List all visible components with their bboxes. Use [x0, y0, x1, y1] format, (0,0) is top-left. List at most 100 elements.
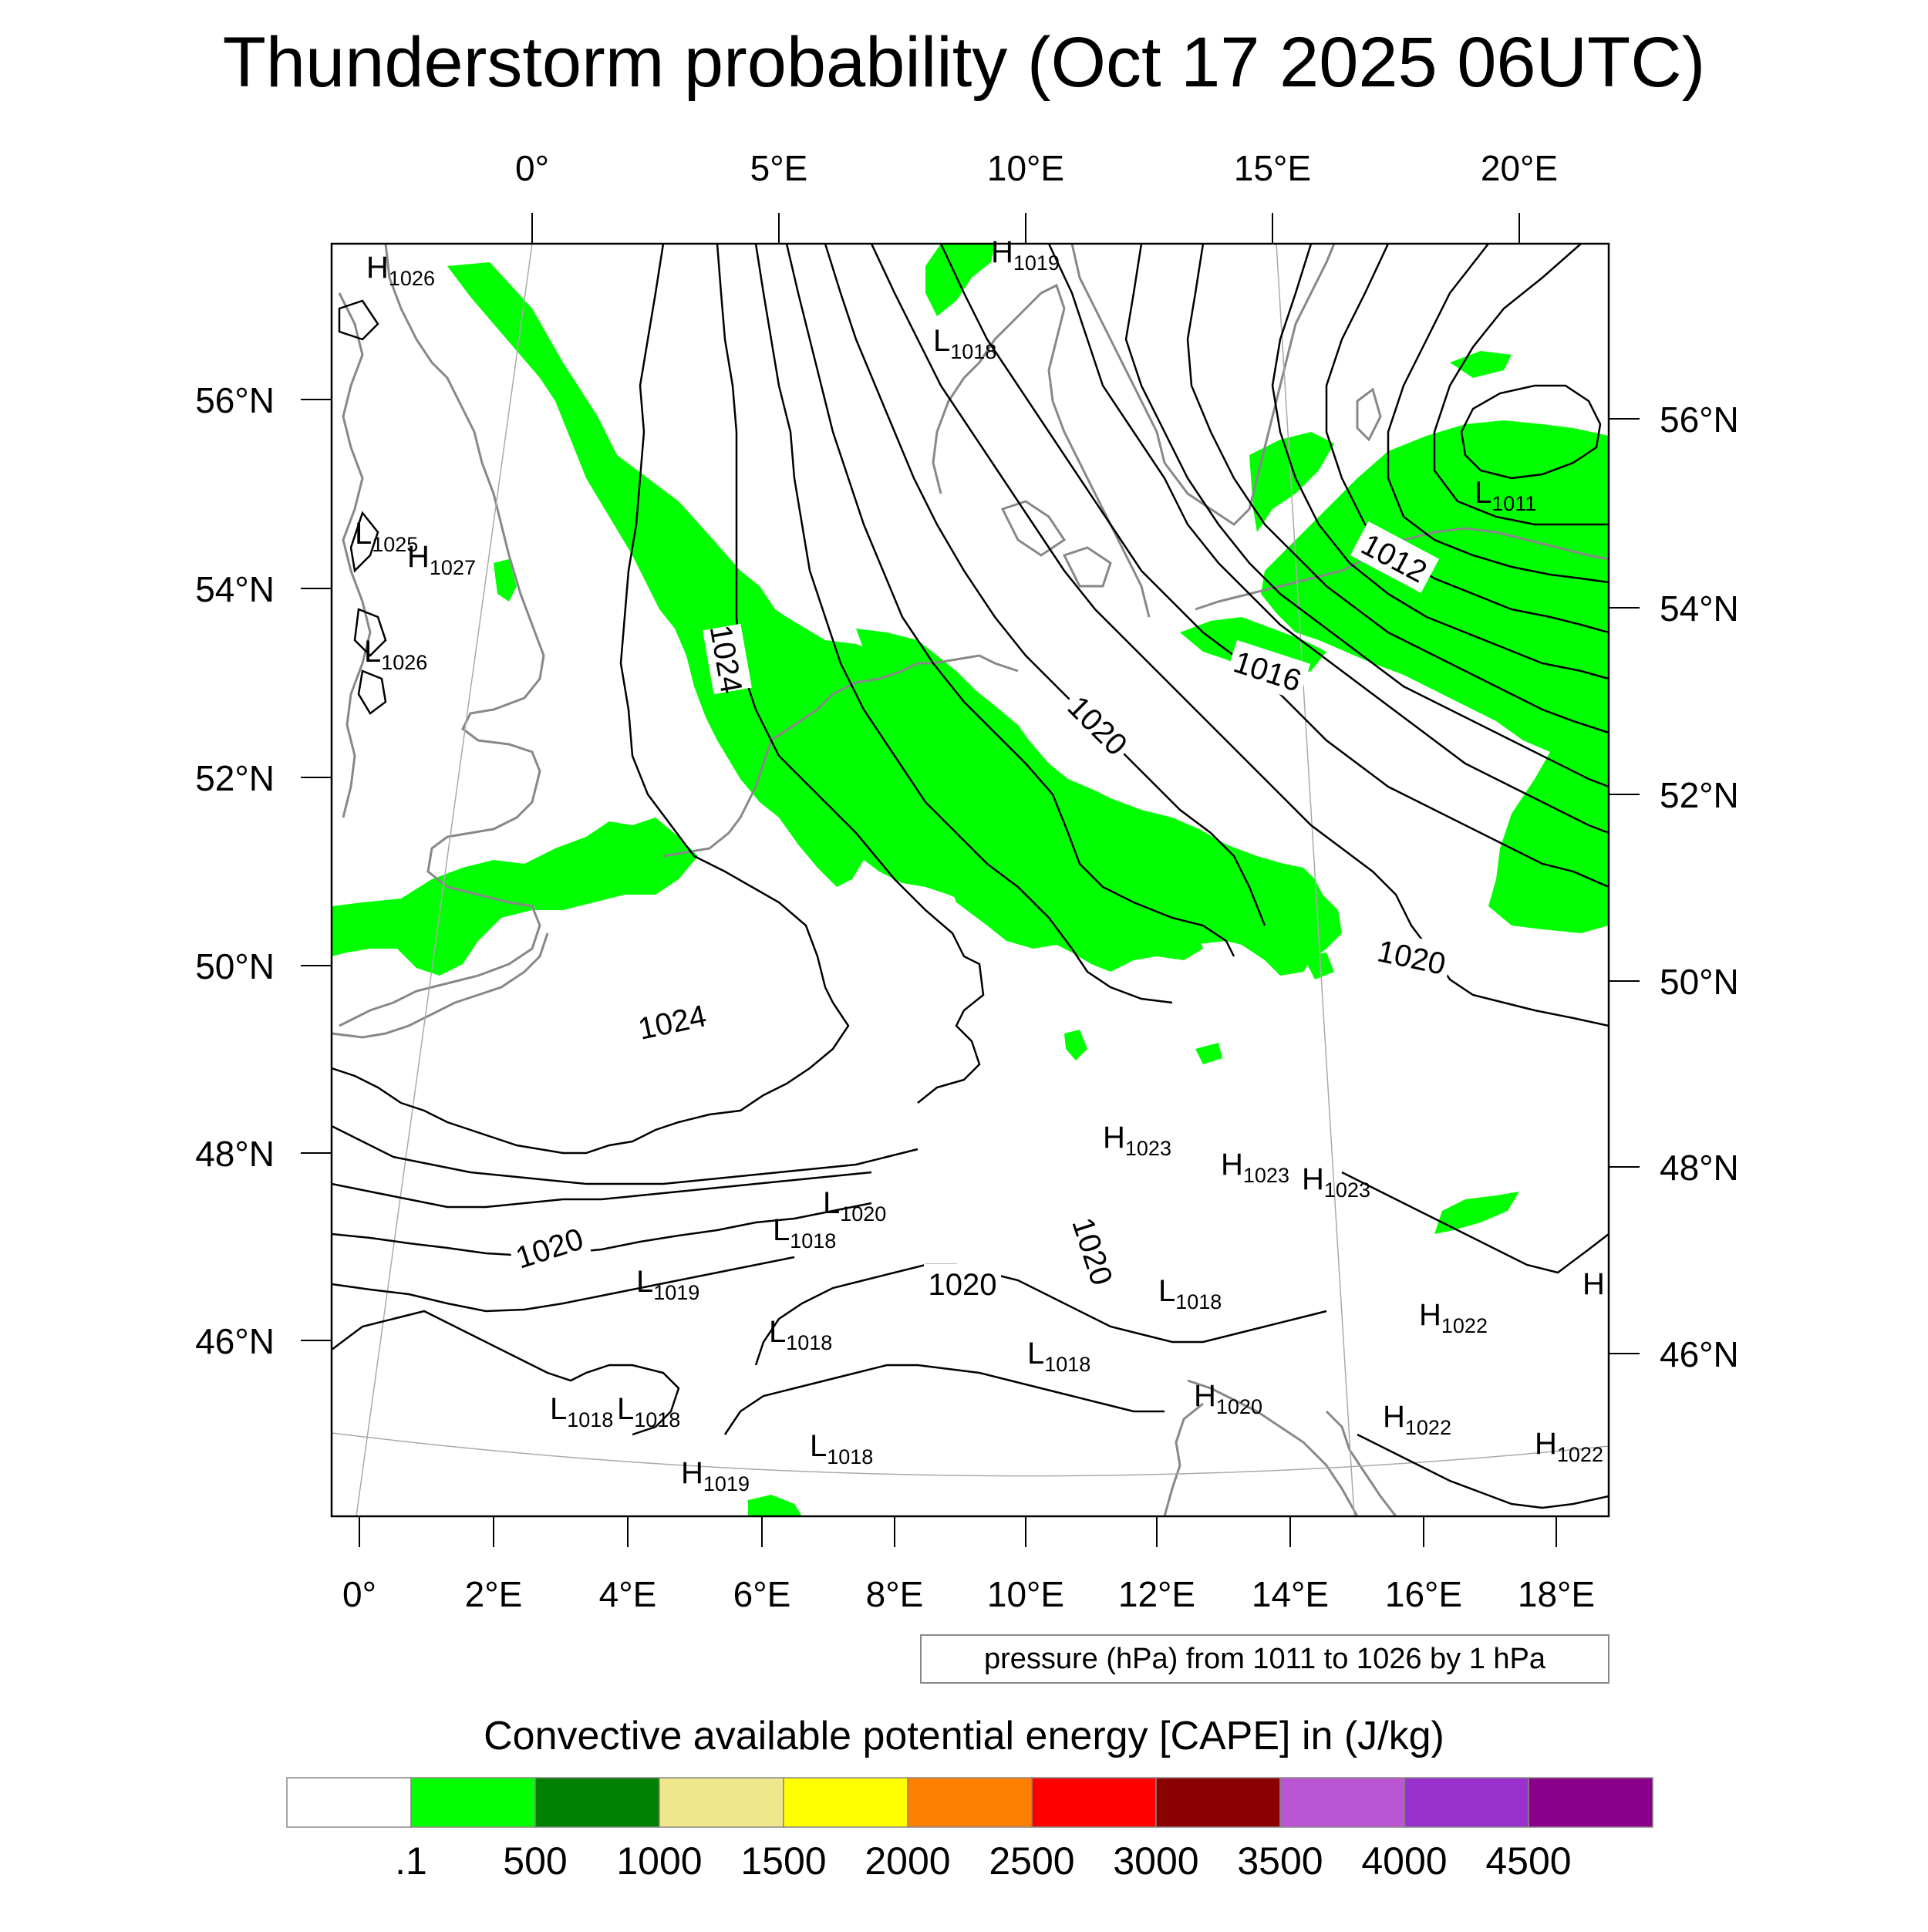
cape-area-belgium-germany	[856, 629, 1203, 972]
coast-italy	[1163, 1402, 1204, 1516]
tick-label: 50°N	[1660, 962, 1739, 1002]
pressure-center: L1018	[1027, 1337, 1090, 1376]
tick-label: 48°N	[1660, 1148, 1739, 1188]
isobar-1020	[870, 244, 1609, 1027]
isobar-south-east-2	[1357, 1433, 1609, 1509]
pressure-center: H1022	[1419, 1298, 1488, 1337]
right-lat-labels: 56°N 54°N 52°N 50°N 48°N 46°N	[1660, 400, 1739, 1374]
isobar-uk-low-2	[353, 608, 387, 657]
bottom-lon-labels: 0° 2°E 4°E 6°E 8°E 10°E 12°E 14°E 16°E 1…	[342, 1574, 1595, 1614]
legend-swatch	[286, 1777, 412, 1828]
legend-labels: .1 500 1000 1500 2000 2500 3000 3500 4000 4500	[395, 1839, 1571, 1883]
pressure-center: H1022	[1383, 1400, 1451, 1439]
isobar-1012	[1433, 244, 1609, 526]
legend-swatch	[534, 1777, 660, 1828]
legend-swatch	[410, 1777, 536, 1828]
isobar-1015	[1271, 244, 1609, 680]
pressure-center: H1020	[1194, 1379, 1262, 1418]
top-lon-labels: 0° 5°E 10°E 15°E 20°E	[515, 148, 1558, 188]
legend-label: 1000	[616, 1839, 702, 1883]
cape-area-sweden-patches	[1249, 432, 1334, 532]
isobar-labels: 1024 1024 1020 1016 1012 1020	[506, 521, 1454, 1303]
coast-poland-baltic	[1195, 527, 1609, 611]
coast-danish-isles	[1000, 500, 1112, 588]
map-panel: 1024 1024 1020 1016 1012 1020	[195, 148, 1739, 1614]
isobar-uk-high	[338, 299, 379, 341]
bottom-lon-axis	[359, 1516, 1557, 1547]
isobar-1024-east	[716, 244, 985, 1104]
tick-label: 12°E	[1118, 1574, 1195, 1614]
pressure-center: H	[1583, 1267, 1605, 1301]
pressure-center: L1018	[617, 1392, 680, 1431]
pressure-center: H1023	[1302, 1162, 1370, 1202]
coast-croatia	[1325, 1410, 1397, 1516]
map-border	[330, 242, 1610, 1518]
cape-area-small-1	[1064, 1030, 1087, 1060]
tick-label: 18°E	[1518, 1574, 1595, 1614]
cape-area-north-sea-band	[447, 262, 1342, 976]
legend-label: 4500	[1485, 1839, 1571, 1883]
pressure-center: L1018	[1158, 1274, 1222, 1313]
cape-area-small-5	[1303, 953, 1334, 979]
isobar-alps-1	[754, 1263, 1327, 1366]
pressure-center: L1018	[550, 1392, 613, 1431]
pressure-center: H1026	[366, 251, 435, 290]
tick-label: 8°E	[866, 1574, 924, 1614]
pressure-center: H1023	[1221, 1148, 1289, 1187]
tick-label: 20°E	[1481, 148, 1558, 188]
top-lon-axis	[531, 213, 1520, 244]
isobar-1011	[1460, 384, 1602, 480]
isobar-1021-south	[332, 1171, 872, 1209]
isobar-1020-south	[332, 1202, 872, 1257]
tick-label: 56°N	[195, 380, 275, 420]
legend-swatch	[1155, 1777, 1281, 1828]
tick-label: 2°E	[465, 1574, 523, 1614]
cape-fill-areas	[332, 244, 1609, 1516]
legend-swatch	[659, 1777, 784, 1828]
pressure-center: H1027	[407, 540, 476, 579]
chart-title: Thunderstorm probability (Oct 17 2025 06…	[223, 23, 1706, 102]
isobar-1025	[332, 1124, 918, 1185]
coast-denmark	[932, 283, 1151, 618]
coast-great-britain-east	[339, 244, 545, 1027]
contour-info-box: pressure (hPa) from 1011 to 1026 by 1 hP…	[920, 1634, 1609, 1684]
pressure-centers: H1026 H1019 L1018 L1025 H1027 L1026 L101…	[355, 235, 1605, 1495]
coastlines	[332, 244, 1609, 1516]
isobar-1023	[754, 244, 1173, 1004]
isobar-uk-low-1	[349, 511, 379, 573]
tick-label: 54°N	[195, 569, 275, 609]
tick-label: 4°E	[599, 1574, 657, 1614]
cape-area-small-2	[1195, 1043, 1222, 1064]
pressure-center: L1018	[773, 1213, 836, 1253]
cape-area-small-3	[494, 559, 517, 602]
pressure-center: H1019	[991, 235, 1060, 275]
isobar-1022	[785, 244, 1235, 957]
coast-sweden	[1070, 244, 1336, 526]
legend-swatch	[1279, 1777, 1405, 1828]
cape-area-baltic	[1261, 420, 1609, 933]
legend-swatch	[1031, 1777, 1157, 1828]
isobar-1018-south	[332, 1310, 680, 1436]
legend-swatch	[1404, 1777, 1529, 1828]
legend-label: 1500	[740, 1839, 826, 1883]
cape-area-english-channel	[332, 818, 698, 976]
coast-great-britain-west	[338, 292, 372, 818]
cape-area-east-patch	[1434, 1192, 1519, 1234]
isobar-alps-2	[723, 1364, 1165, 1435]
legend-label: .1	[395, 1839, 427, 1883]
coast-gotland	[1356, 387, 1382, 442]
cape-area-small-4	[748, 1495, 802, 1516]
isobar-1019-south	[332, 1256, 795, 1313]
tick-label: 46°N	[1660, 1334, 1739, 1374]
cape-area-scotland-sea	[925, 244, 995, 316]
pressure-center: L1020	[823, 1186, 886, 1226]
tick-label: 6°E	[733, 1574, 791, 1614]
legend-label: 2500	[989, 1839, 1074, 1883]
pressure-center: L1018	[769, 1315, 832, 1354]
pressure-center: L1011	[1475, 476, 1536, 515]
isobar-1024-west	[332, 244, 850, 1155]
pressure-center: H1022	[1535, 1427, 1603, 1466]
isobar-1013	[1387, 244, 1609, 584]
tick-label: 5°E	[750, 148, 808, 188]
